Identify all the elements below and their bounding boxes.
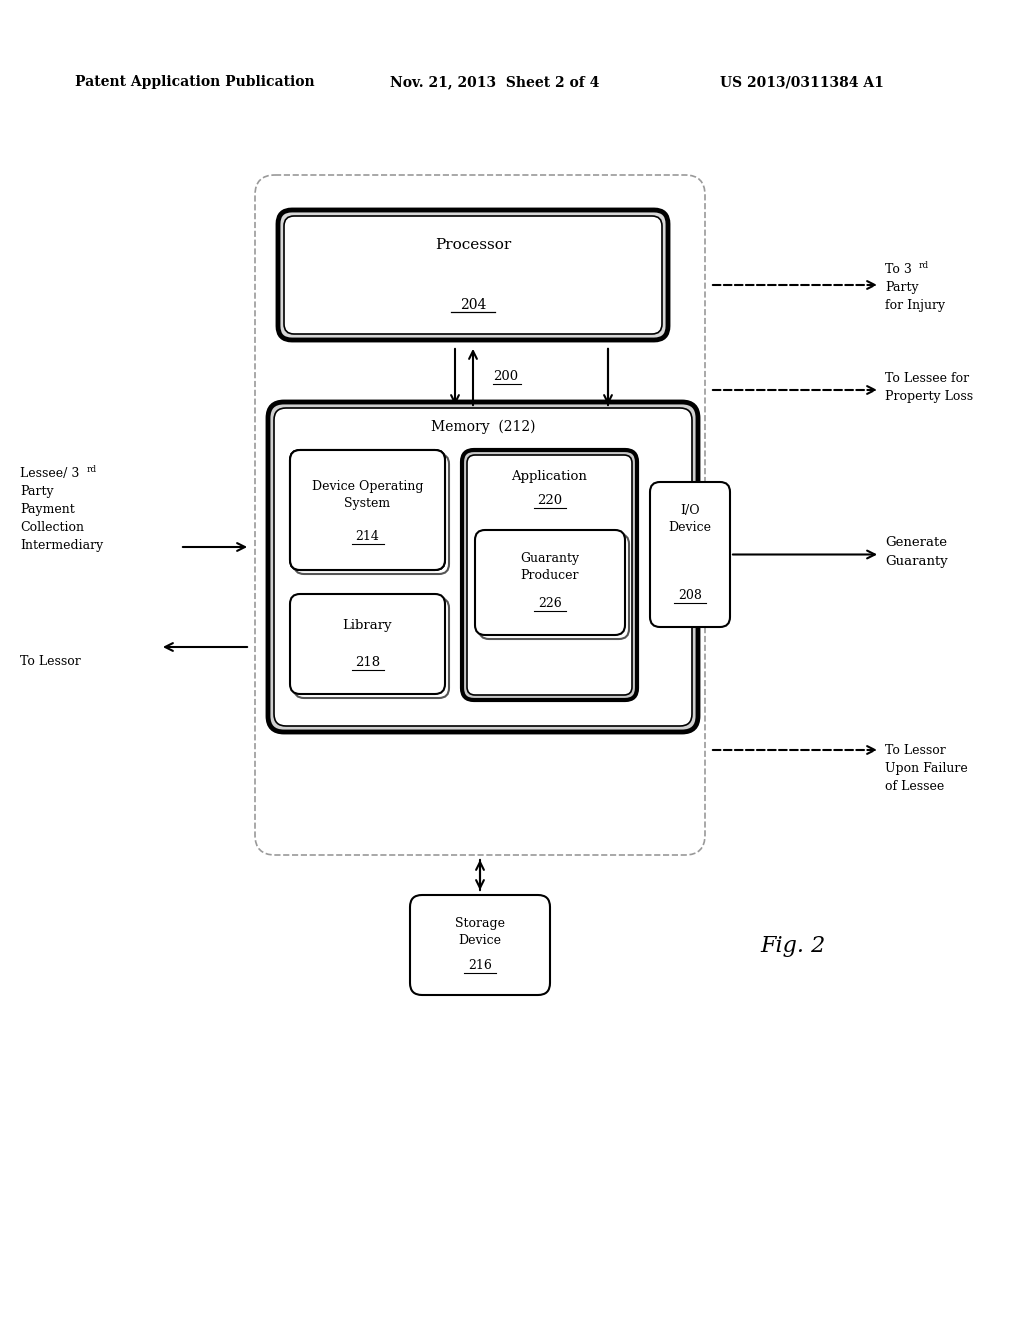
- Text: Upon Failure: Upon Failure: [885, 762, 968, 775]
- Text: US 2013/0311384 A1: US 2013/0311384 A1: [720, 75, 884, 88]
- Text: To 3: To 3: [885, 263, 912, 276]
- FancyBboxPatch shape: [294, 454, 449, 574]
- Text: Party: Party: [20, 484, 53, 498]
- Text: Party: Party: [885, 281, 919, 294]
- Text: Generate: Generate: [885, 536, 947, 549]
- FancyBboxPatch shape: [255, 176, 705, 855]
- Text: Fig. 2: Fig. 2: [760, 935, 825, 957]
- FancyBboxPatch shape: [290, 450, 445, 570]
- Text: Library: Library: [343, 619, 392, 632]
- FancyBboxPatch shape: [290, 450, 445, 570]
- Text: Lessee/ 3: Lessee/ 3: [20, 467, 80, 480]
- Text: 216: 216: [468, 960, 492, 972]
- Text: Guaranty
Producer: Guaranty Producer: [520, 552, 580, 582]
- Text: 214: 214: [355, 531, 380, 543]
- Text: 204: 204: [460, 298, 486, 312]
- FancyBboxPatch shape: [268, 403, 698, 733]
- Text: To Lessor: To Lessor: [885, 744, 946, 756]
- Text: Device Operating
System: Device Operating System: [311, 480, 423, 510]
- FancyBboxPatch shape: [278, 210, 668, 341]
- Text: of Lessee: of Lessee: [885, 780, 944, 793]
- Text: 200: 200: [493, 371, 518, 384]
- Text: Storage
Device: Storage Device: [455, 917, 505, 946]
- Text: Processor: Processor: [435, 238, 511, 252]
- FancyBboxPatch shape: [650, 482, 730, 627]
- Text: Payment: Payment: [20, 503, 75, 516]
- Text: for Injury: for Injury: [885, 300, 945, 312]
- Text: Intermediary: Intermediary: [20, 539, 103, 552]
- Text: Collection: Collection: [20, 521, 84, 535]
- FancyBboxPatch shape: [462, 450, 637, 700]
- Text: Nov. 21, 2013  Sheet 2 of 4: Nov. 21, 2013 Sheet 2 of 4: [390, 75, 599, 88]
- Text: Memory  (212): Memory (212): [431, 420, 536, 434]
- Text: To Lessor: To Lessor: [20, 655, 81, 668]
- Text: Patent Application Publication: Patent Application Publication: [75, 75, 314, 88]
- Text: 220: 220: [537, 494, 562, 507]
- FancyBboxPatch shape: [479, 535, 629, 639]
- FancyBboxPatch shape: [467, 455, 632, 696]
- Text: rd: rd: [919, 261, 929, 271]
- FancyBboxPatch shape: [294, 598, 449, 698]
- FancyBboxPatch shape: [274, 408, 692, 726]
- Text: rd: rd: [87, 465, 97, 474]
- FancyBboxPatch shape: [410, 895, 550, 995]
- Text: Guaranty: Guaranty: [885, 556, 948, 569]
- FancyBboxPatch shape: [475, 531, 625, 635]
- Text: 208: 208: [678, 589, 701, 602]
- Text: I/O
Device: I/O Device: [669, 504, 712, 535]
- Text: 226: 226: [539, 597, 562, 610]
- Text: To Lessee for: To Lessee for: [885, 372, 969, 385]
- FancyBboxPatch shape: [284, 216, 662, 334]
- Text: Application: Application: [512, 470, 588, 483]
- Text: 218: 218: [355, 656, 380, 669]
- Text: Property Loss: Property Loss: [885, 389, 973, 403]
- FancyBboxPatch shape: [290, 594, 445, 694]
